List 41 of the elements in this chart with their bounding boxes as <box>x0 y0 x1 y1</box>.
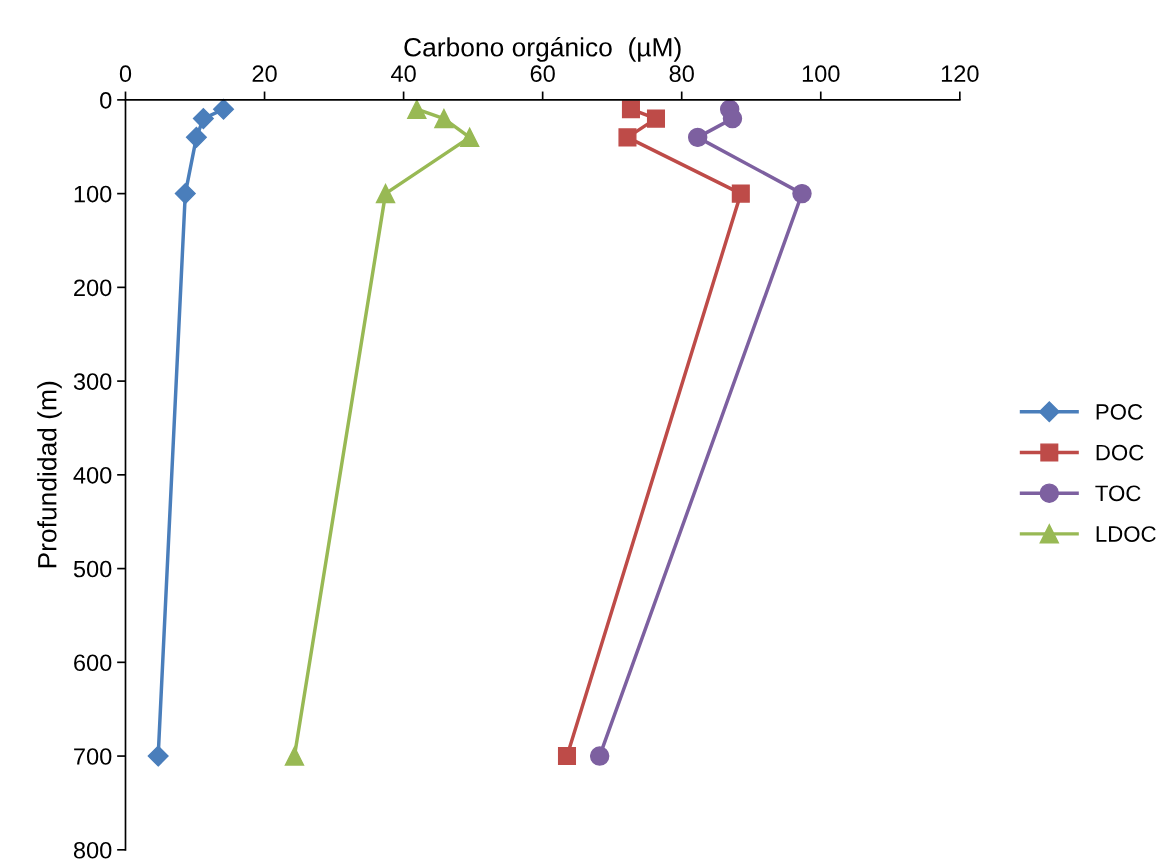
x-axis-title: Carbono orgánico (µM) <box>404 36 681 62</box>
x-tick-label: 60 <box>530 65 555 83</box>
point <box>407 99 427 119</box>
point <box>621 100 640 119</box>
y-tick-label: 500 <box>73 560 112 578</box>
point <box>687 127 708 148</box>
point <box>434 108 454 129</box>
x-tick-label: 0 <box>119 65 132 83</box>
point <box>284 746 305 766</box>
x-tick-label: 100 <box>802 65 840 83</box>
legend-label: POC <box>1096 404 1143 420</box>
x-tick-label: 20 <box>252 65 277 83</box>
x-tick-label: 120 <box>941 65 979 83</box>
point <box>722 108 743 129</box>
y-tick-label: 0 <box>100 91 112 109</box>
point <box>213 98 235 120</box>
y-tick-label: 800 <box>73 841 112 859</box>
point <box>792 183 812 204</box>
y-axis-title: Profundidad (m) <box>37 381 62 568</box>
point <box>459 127 480 148</box>
y-tick-label: 700 <box>74 748 112 765</box>
x-tick-label: 40 <box>391 65 416 83</box>
legend-label: LDOC <box>1096 526 1156 542</box>
point <box>185 126 207 148</box>
x-tick-label: 80 <box>669 65 694 83</box>
y-tick-label: 400 <box>73 466 112 484</box>
y-tick-label: 300 <box>73 373 112 390</box>
y-tick-label: 100 <box>74 185 112 203</box>
y-tick-label: 600 <box>74 654 112 672</box>
point <box>375 183 396 204</box>
point <box>618 128 637 147</box>
y-tick-label: 200 <box>74 279 112 297</box>
legend-label: TOC <box>1095 485 1141 502</box>
point <box>192 108 214 130</box>
point <box>174 183 196 205</box>
legend-label: DOC <box>1096 444 1144 461</box>
point <box>646 109 666 128</box>
point <box>589 746 610 766</box>
point <box>147 745 169 767</box>
point <box>557 747 577 766</box>
point <box>731 184 750 203</box>
